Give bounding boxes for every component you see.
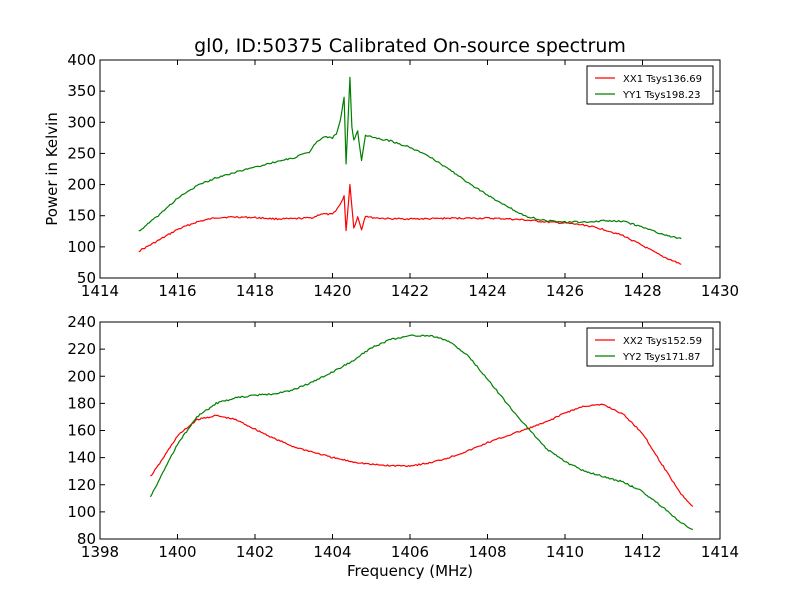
top-x-tick-label: 1426 [546, 282, 584, 300]
bottom-y-tick-label: 140 [67, 449, 96, 467]
bottom-y-tick-label: 180 [67, 394, 96, 412]
bottom-series-line-1 [150, 403, 694, 507]
bottom-x-tick-label: 1406 [391, 543, 429, 561]
top-y-tick-label: 50 [77, 269, 96, 287]
bottom-y-tick-label: 100 [67, 503, 96, 521]
top-x-tick-label: 1420 [313, 282, 351, 300]
top-y-tick-label: 100 [67, 238, 96, 256]
top-y-tick-label: 300 [67, 113, 96, 131]
top-legend [586, 65, 714, 105]
bottom-x-axis-label: Frequency (MHz) [347, 562, 473, 580]
top-series-line-2 [138, 76, 682, 240]
bottom-x-tick-label: 1412 [623, 543, 661, 561]
top-x-tick-label: 1428 [623, 282, 661, 300]
top-x-tick-label: 1418 [236, 282, 274, 300]
bottom-legend [586, 327, 714, 367]
bottom-y-tick-label: 80 [77, 530, 96, 548]
chart-title: gl0, ID:50375 Calibrated On-source spect… [194, 35, 626, 57]
bottom-x-tick-label: 1414 [701, 543, 739, 561]
bottom-series-line-2 [149, 334, 694, 531]
bottom-x-tick-label: 1410 [546, 543, 584, 561]
top-panel: Power in Kelvin 1414 1416 1418 1420 1422 1424… [43, 51, 739, 300]
top-y-axis-label: Power in Kelvin [43, 112, 61, 226]
bottom-panel: Frequency (MHz) 1398 1400 1402 1404 1406 1408… [67, 313, 739, 580]
bottom-x-tick-label: 1398 [81, 543, 119, 561]
bottom-y-tick-label: 240 [67, 313, 96, 331]
bottom-x-tick-label: 1408 [468, 543, 506, 561]
top-y-tick-label: 350 [67, 82, 96, 100]
bottom-legend-label: XX2 Tsys152.59 [623, 336, 702, 347]
bottom-y-tick-label: 160 [67, 422, 96, 440]
top-legend-label: YY1 Tsys198.23 [622, 90, 701, 101]
top-y-tick-label: 250 [67, 144, 96, 162]
top-y-tick-label: 150 [67, 207, 96, 225]
bottom-y-tick-label: 200 [67, 367, 96, 385]
bottom-legend-label: YY2 Tsys171.87 [622, 352, 701, 363]
top-x-tick-label: 1416 [158, 282, 196, 300]
top-legend-label: XX1 Tsys136.69 [623, 74, 702, 85]
bottom-x-tick-label: 1404 [313, 543, 351, 561]
top-series-line-1 [138, 183, 682, 265]
bottom-x-tick-label: 1402 [236, 543, 274, 561]
top-x-tick-label: 1414 [81, 282, 119, 300]
bottom-y-tick-label: 220 [67, 340, 96, 358]
top-y-tick-label: 200 [67, 176, 96, 194]
top-x-tick-label: 1424 [468, 282, 506, 300]
top-y-tick-label: 400 [67, 51, 96, 69]
bottom-y-tick-label: 120 [67, 476, 96, 494]
bottom-x-tick-label: 1400 [158, 543, 196, 561]
top-x-tick-label: 1422 [391, 282, 429, 300]
top-x-tick-label: 1430 [701, 282, 739, 300]
